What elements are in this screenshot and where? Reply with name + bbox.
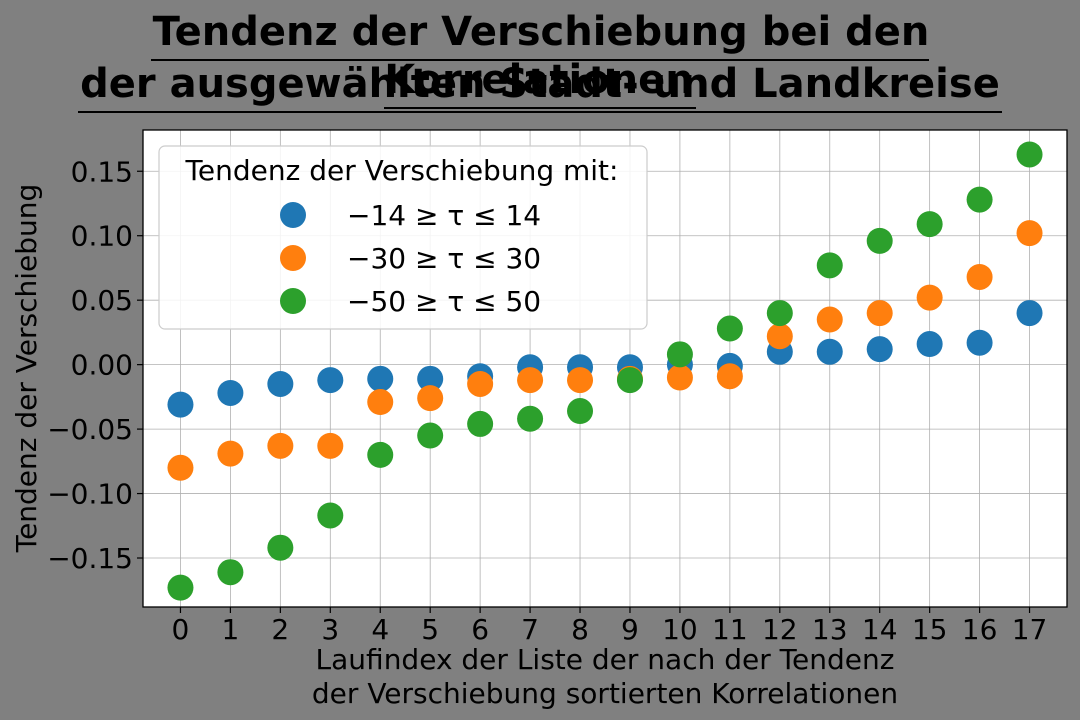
data-point-series-1 bbox=[167, 391, 194, 418]
legend-box bbox=[158, 145, 648, 330]
data-point-series-3 bbox=[267, 534, 294, 561]
data-point-series-3 bbox=[467, 410, 494, 437]
data-point-series-2 bbox=[467, 370, 494, 397]
x-tick-label: 15 bbox=[912, 613, 948, 646]
data-point-series-2 bbox=[367, 389, 394, 416]
x-tick-label: 10 bbox=[662, 613, 698, 646]
x-axis-label-line-2: der Verschiebung sortierten Korrelatione… bbox=[312, 677, 898, 710]
data-point-series-2 bbox=[916, 284, 943, 311]
y-tick-label: 0.15 bbox=[71, 155, 133, 188]
x-tick-label: 5 bbox=[421, 613, 439, 646]
data-point-series-2 bbox=[816, 306, 843, 333]
data-point-series-3 bbox=[766, 300, 793, 327]
y-tick-label: 0.05 bbox=[71, 284, 133, 317]
data-point-series-2 bbox=[666, 364, 693, 391]
data-point-series-1 bbox=[317, 367, 344, 394]
legend-marker-series-2 bbox=[280, 245, 306, 271]
data-point-series-2 bbox=[966, 263, 993, 290]
x-tick-label: 14 bbox=[862, 613, 898, 646]
plot-frame bbox=[142, 129, 1068, 608]
data-point-series-2 bbox=[766, 323, 793, 350]
data-points bbox=[167, 141, 1043, 601]
x-tick-label: 17 bbox=[1012, 613, 1048, 646]
data-point-series-1 bbox=[866, 336, 893, 363]
data-point-series-3 bbox=[567, 398, 594, 425]
data-point-series-3 bbox=[816, 252, 843, 279]
data-point-series-3 bbox=[616, 367, 643, 394]
legend-title: Tendenz der Verschiebung mit: bbox=[185, 154, 619, 187]
x-tick-label: 7 bbox=[521, 613, 539, 646]
data-point-series-3 bbox=[866, 227, 893, 254]
data-point-series-3 bbox=[517, 405, 544, 432]
data-point-series-1 bbox=[816, 338, 843, 365]
data-point-series-1 bbox=[367, 365, 394, 392]
x-axis-label-line-1: Laufindex der Liste der nach der Tendenz bbox=[316, 643, 895, 676]
data-point-series-3 bbox=[217, 559, 244, 586]
x-tick-label: 16 bbox=[962, 613, 998, 646]
x-axis-ticks: 0 1 2 3 4 5 6 7 8 9 10 11 12 13 14 15 16 17 bbox=[172, 607, 1048, 646]
data-point-series-2 bbox=[317, 432, 344, 459]
legend-label-series-3: −50 ≥ τ ≤ 50 bbox=[347, 285, 541, 318]
data-point-series-3 bbox=[167, 574, 194, 601]
x-tick-label: 3 bbox=[321, 613, 339, 646]
data-point-series-3 bbox=[916, 211, 943, 238]
data-point-series-2 bbox=[1016, 220, 1043, 247]
data-point-series-1 bbox=[966, 329, 993, 356]
x-tick-label: 13 bbox=[812, 613, 848, 646]
x-tick-label: 12 bbox=[762, 613, 798, 646]
data-point-series-3 bbox=[716, 315, 743, 342]
legend-label-series-1: −14 ≥ τ ≤ 14 bbox=[347, 199, 541, 232]
x-tick-label: 11 bbox=[712, 613, 748, 646]
data-point-series-1 bbox=[1016, 300, 1043, 327]
data-point-series-2 bbox=[716, 363, 743, 390]
data-point-series-2 bbox=[567, 367, 594, 394]
data-point-series-2 bbox=[267, 432, 294, 459]
x-tick-label: 0 bbox=[172, 613, 190, 646]
data-point-series-3 bbox=[317, 502, 344, 529]
legend-marker-series-3 bbox=[280, 288, 306, 314]
data-point-series-2 bbox=[517, 367, 544, 394]
y-tick-label: 0.10 bbox=[71, 220, 133, 253]
y-axis-ticks: −0.15 −0.10 −0.05 0.00 0.05 0.10 0.15 bbox=[47, 155, 143, 575]
data-point-series-2 bbox=[167, 454, 194, 481]
data-point-series-3 bbox=[966, 186, 993, 213]
x-tick-label: 8 bbox=[571, 613, 589, 646]
data-point-series-3 bbox=[1016, 141, 1043, 168]
chart-title-line-2: der ausgewählten Stadt- und Landkreise bbox=[0, 60, 1080, 113]
data-point-series-1 bbox=[916, 331, 943, 358]
y-axis-label: Tendenz der Verschiebung bbox=[10, 184, 43, 554]
legend-label-series-2: −30 ≥ τ ≤ 30 bbox=[347, 242, 541, 275]
data-point-series-2 bbox=[866, 300, 893, 327]
x-tick-label: 4 bbox=[371, 613, 389, 646]
y-tick-label: −0.15 bbox=[47, 542, 133, 575]
x-tick-label: 6 bbox=[471, 613, 489, 646]
data-point-series-3 bbox=[367, 441, 394, 468]
x-tick-label: 2 bbox=[271, 613, 289, 646]
x-tick-label: 1 bbox=[221, 613, 239, 646]
data-point-series-2 bbox=[217, 440, 244, 467]
y-tick-label: −0.10 bbox=[47, 478, 133, 511]
x-tick-label: 9 bbox=[621, 613, 639, 646]
chart-title: Tendenz der Verschiebung bei den Korrela… bbox=[0, 0, 1080, 128]
data-point-series-2 bbox=[417, 385, 444, 412]
data-point-series-3 bbox=[666, 341, 693, 368]
data-point-series-1 bbox=[217, 379, 244, 406]
y-tick-label: −0.05 bbox=[47, 413, 133, 446]
y-tick-label: 0.00 bbox=[71, 349, 133, 382]
data-point-series-1 bbox=[267, 370, 294, 397]
legend-marker-series-1 bbox=[280, 202, 306, 228]
legend: Tendenz der Verschiebung mit: −14 ≥ τ ≤ … bbox=[158, 145, 648, 330]
data-point-series-1 bbox=[417, 365, 444, 392]
chart-title-line-1: Tendenz der Verschiebung bei den Korrela… bbox=[0, 8, 1080, 109]
data-point-series-3 bbox=[417, 422, 444, 449]
